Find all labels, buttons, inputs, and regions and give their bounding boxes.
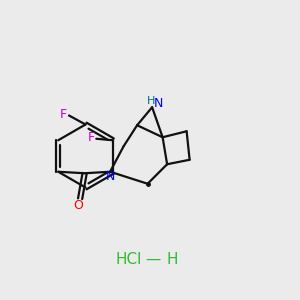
Text: O: O bbox=[74, 199, 84, 212]
Text: —: — bbox=[146, 252, 160, 267]
Text: H: H bbox=[167, 252, 178, 267]
Text: F: F bbox=[87, 131, 94, 144]
Text: H: H bbox=[146, 96, 155, 106]
Text: N: N bbox=[154, 97, 164, 110]
Text: F: F bbox=[60, 107, 67, 121]
Text: N: N bbox=[106, 170, 116, 183]
Text: HCl: HCl bbox=[116, 252, 142, 267]
